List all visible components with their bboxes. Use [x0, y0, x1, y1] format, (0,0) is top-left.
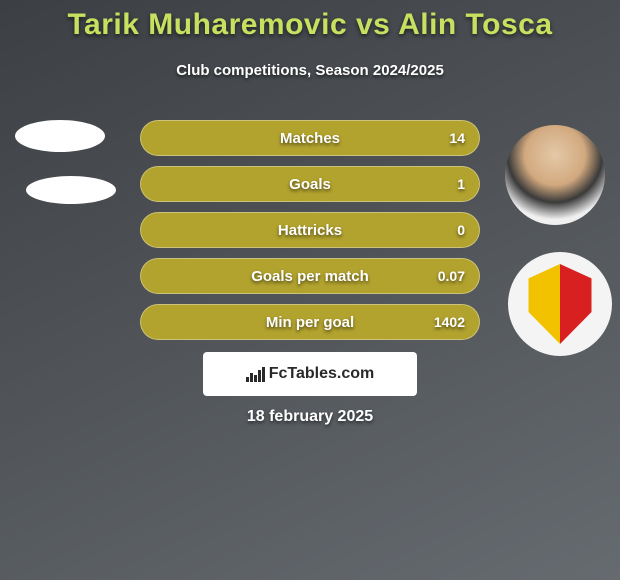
stat-label: Goals [141, 176, 479, 193]
shield-icon [525, 264, 595, 344]
stat-row-min-per-goal: Min per goal 1402 [140, 304, 480, 340]
stat-label: Min per goal [141, 314, 479, 331]
stat-right-value: 14 [449, 130, 465, 146]
club-left-badge-placeholder [26, 176, 116, 204]
stat-label: Matches [141, 130, 479, 147]
stat-row-goals: Goals 1 [140, 166, 480, 202]
bar-chart-icon [246, 366, 265, 382]
stat-row-goals-per-match: Goals per match 0.07 [140, 258, 480, 294]
club-right-badge [508, 252, 612, 356]
stats-container: Matches 14 Goals 1 Hattricks 0 Goals per… [140, 120, 480, 350]
fctables-watermark: FcTables.com [203, 352, 417, 396]
stat-label: Hattricks [141, 222, 479, 239]
comparison-card: Tarik Muharemovic vs Alin Tosca Club com… [0, 0, 620, 580]
stat-row-matches: Matches 14 [140, 120, 480, 156]
stat-label: Goals per match [141, 268, 479, 285]
subtitle: Club competitions, Season 2024/2025 [0, 62, 620, 79]
stat-right-value: 0.07 [438, 268, 465, 284]
title: Tarik Muharemovic vs Alin Tosca [0, 8, 620, 42]
player-right-avatar [505, 125, 605, 225]
stat-right-value: 1402 [434, 314, 465, 330]
stat-right-value: 0 [457, 222, 465, 238]
fctables-label: FcTables.com [269, 365, 375, 383]
player-left-avatar-placeholder [15, 120, 105, 152]
stat-row-hattricks: Hattricks 0 [140, 212, 480, 248]
stat-right-value: 1 [457, 176, 465, 192]
date: 18 february 2025 [0, 408, 620, 426]
